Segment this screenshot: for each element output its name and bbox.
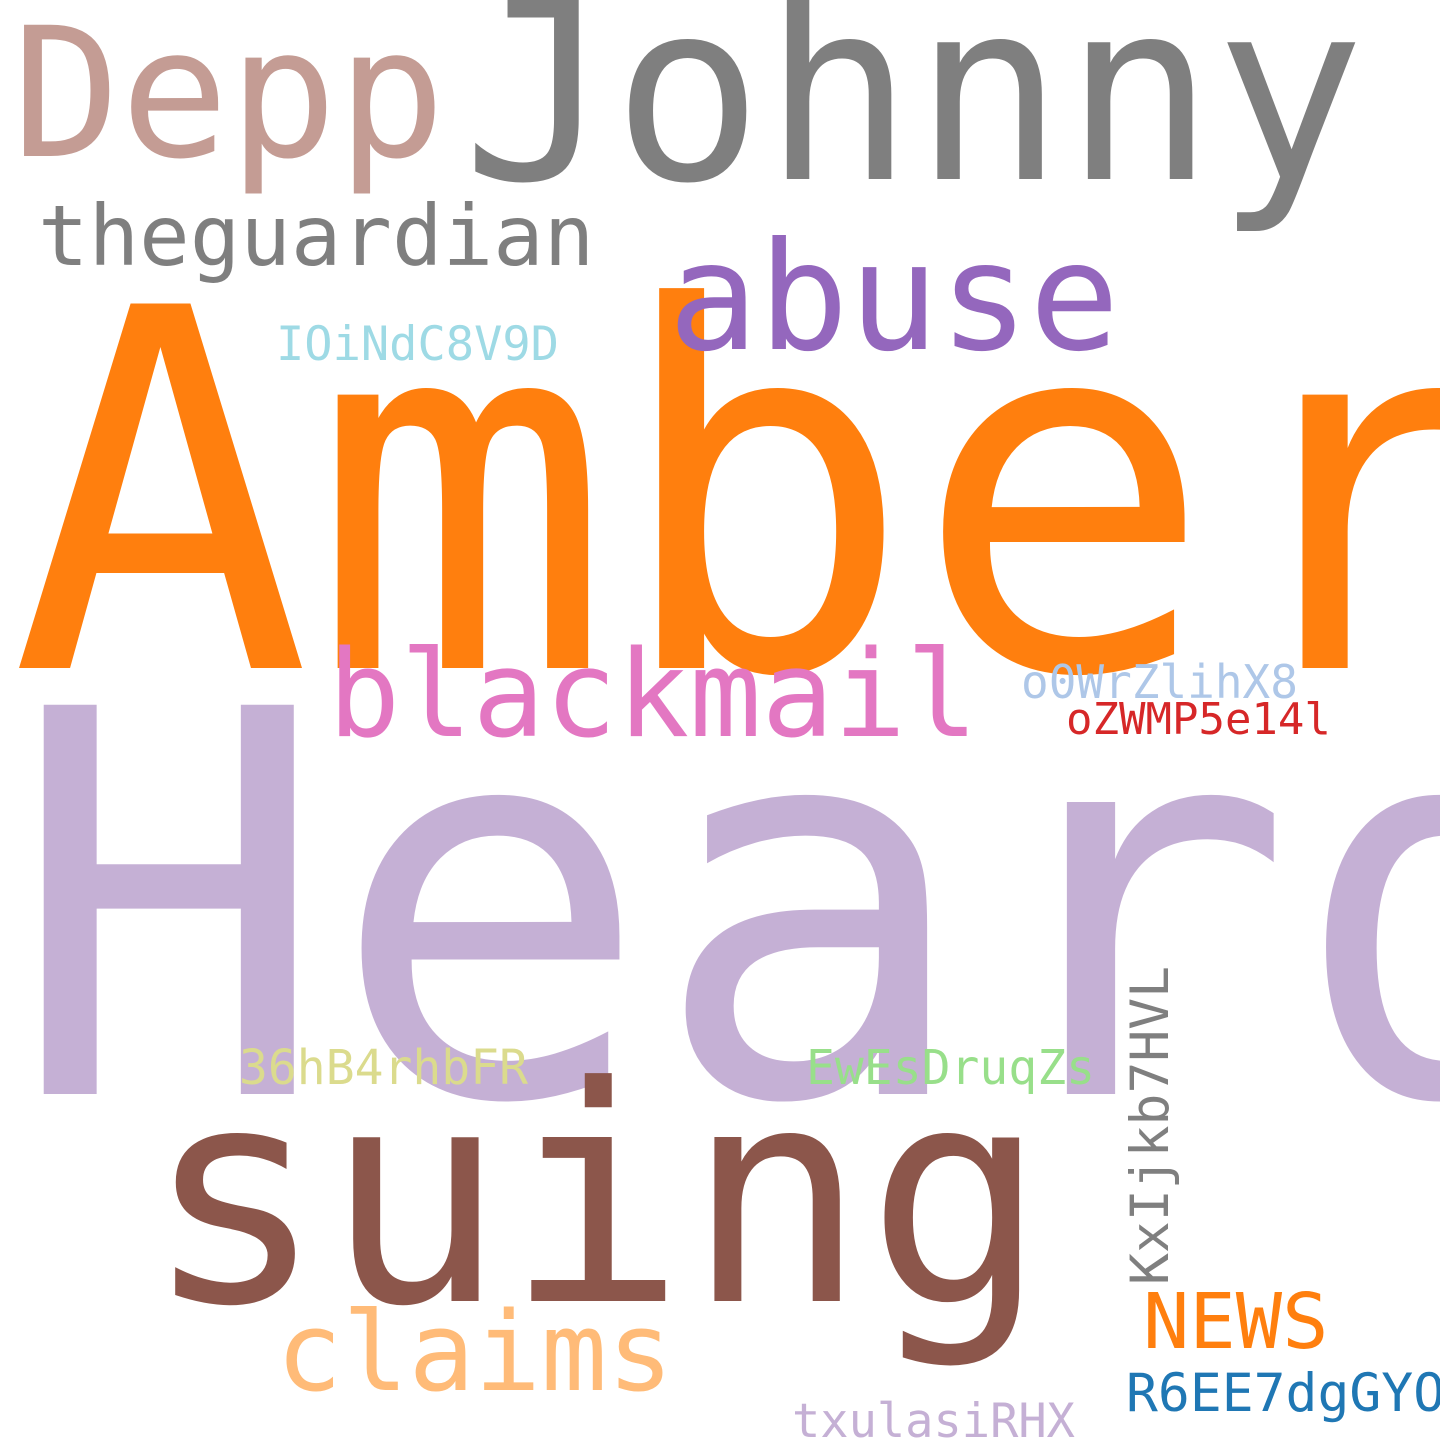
- word-o0wrzlihx8: o0WrZlihX8: [1021, 655, 1298, 709]
- word-r6ee7dggyo: R6EE7dgGYO: [1126, 1363, 1440, 1424]
- word-amber: Amber: [10, 204, 1440, 786]
- word-blackmail: blackmail: [328, 626, 979, 765]
- word-ozwmp5e14l: oZWMP5e14l: [1066, 694, 1331, 745]
- word-johnny: Johnny: [462, 0, 1366, 238]
- word-theguardian: theguardian: [38, 187, 595, 285]
- word-heard: Heard: [8, 598, 1440, 1220]
- word-kxijkb7hvl: KxIjkb7HVL: [1120, 965, 1181, 1285]
- word-36hb4rhbfr: 36hB4rhbFR: [239, 1040, 528, 1096]
- word-txulasirhx: txulasiRHX: [792, 1394, 1075, 1440]
- word-depp: Depp: [12, 0, 446, 199]
- word-ioindc8v9d: IOiNdC8V9D: [276, 317, 559, 372]
- word-news: NEWS: [1143, 1278, 1329, 1367]
- word-suing: suing: [144, 1023, 1048, 1372]
- word-claims: claims: [276, 1288, 674, 1416]
- word-abuse: abuse: [668, 211, 1120, 385]
- word-ewesdruqzs: EwEsDruqZs: [806, 1040, 1095, 1096]
